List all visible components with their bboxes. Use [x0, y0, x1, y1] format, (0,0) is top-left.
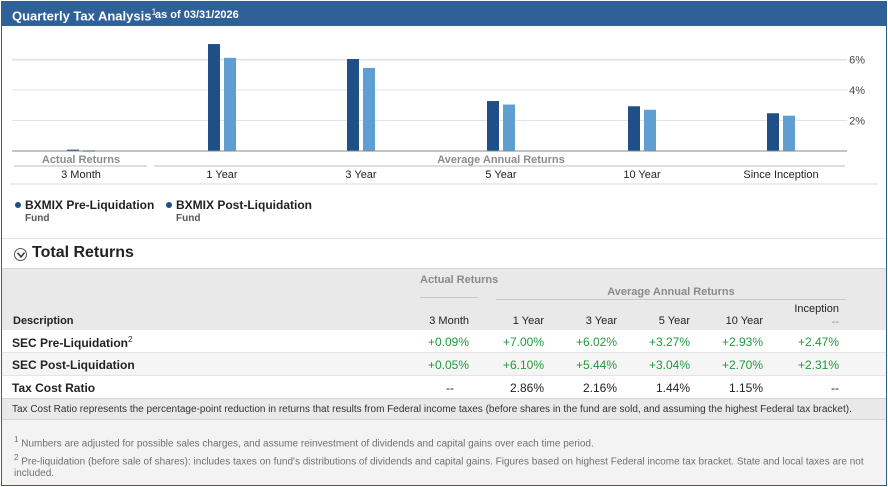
- footnote-1: 1 Numbers are adjusted for possible sale…: [14, 435, 594, 450]
- x-tick-label: 3 Month: [61, 169, 101, 181]
- section-divider: [2, 238, 886, 239]
- legend-sub-post: Fund: [176, 213, 201, 224]
- cell-3-year: 2.16%: [582, 381, 617, 395]
- legend-dot-post: [166, 202, 172, 208]
- tax-cost-note-text: Tax Cost Ratio represents the percentage…: [12, 404, 852, 415]
- cell-5-year: 1.44%: [655, 381, 690, 395]
- th-1-year: 1 Year: [512, 315, 544, 327]
- cell-10-year: 1.15%: [728, 381, 763, 395]
- x-tick-label: 3 Year: [345, 169, 377, 181]
- as-of-date: as of 03/31/2026: [155, 9, 239, 21]
- table-row: SEC Pre-Liquidation2 +0.09% +7.00% +6.02…: [2, 330, 886, 353]
- group-line-average: [496, 299, 846, 300]
- cell-5-year: +3.04%: [648, 358, 690, 372]
- legend-label-post: BXMIX Post-Liquidation: [176, 198, 312, 212]
- th-10-year: 10 Year: [725, 315, 763, 327]
- row-description: SEC Pre-Liquidation2: [12, 335, 133, 350]
- bar: [208, 44, 220, 151]
- cell-inception: +2.47%: [797, 335, 839, 349]
- legend-sub-pre: Fund: [25, 213, 50, 224]
- x-tick-label: 10 Year: [623, 169, 661, 181]
- cell-3-month: +0.09%: [427, 335, 469, 349]
- y-tick-label: 4%: [849, 85, 865, 97]
- chevron-down-icon[interactable]: [14, 248, 27, 261]
- returns-chart: 2% 4% 6% Actual Returns Average Annual Retur…: [2, 26, 886, 188]
- bar: [783, 115, 795, 151]
- bar: [628, 106, 640, 151]
- y-tick-label: 6%: [849, 54, 865, 66]
- row-description: SEC Post-Liquidation: [12, 358, 135, 372]
- cell-10-year: +2.93%: [721, 335, 763, 349]
- returns-table-header: Actual Returns Average Annual Returns De…: [2, 268, 886, 330]
- x-tick-label: 5 Year: [485, 169, 517, 181]
- tax-cost-note: Tax Cost Ratio represents the percentage…: [2, 398, 886, 420]
- footnotes: 1 Numbers are adjusted for possible sale…: [2, 420, 886, 485]
- legend-dot-pre: [15, 202, 21, 208]
- bar: [767, 113, 779, 151]
- th-description: Description: [13, 315, 74, 327]
- group-label-actual: Actual Returns: [42, 154, 120, 166]
- th-group-actual: Actual Returns: [420, 274, 499, 286]
- footnote-2: 2 Pre-liquidation (before sale of shares…: [14, 453, 864, 480]
- cell-3-year: +5.44%: [575, 358, 617, 372]
- cell-3-month: --: [446, 381, 454, 395]
- cell-10-year: +2.70%: [721, 358, 763, 372]
- bar: [67, 149, 79, 152]
- cell-1-year: +7.00%: [502, 335, 544, 349]
- th-3-year: 3 Year: [585, 315, 617, 327]
- x-tick-label: 1 Year: [206, 169, 238, 181]
- th-inception: Inception: [794, 303, 839, 315]
- legend-label-pre: BXMIX Pre-Liquidation: [25, 198, 155, 212]
- cell-inception: --: [831, 381, 839, 395]
- cell-5-year: +3.27%: [648, 335, 690, 349]
- table-row: Tax Cost Ratio -- 2.86% 2.16% 1.44% 1.15…: [2, 376, 886, 399]
- bar: [503, 104, 515, 151]
- panel-header: Quarterly Tax Analysis1 as of 03/31/2026: [2, 2, 886, 26]
- cell-3-year: +6.02%: [575, 335, 617, 349]
- group-label-average: Average Annual Returns: [437, 154, 565, 166]
- cell-1-year: 2.86%: [509, 381, 544, 395]
- section-title: Total Returns: [32, 244, 134, 261]
- y-tick-label: 2%: [849, 115, 865, 127]
- table-row: SEC Post-Liquidation +0.05% +6.10% +5.44…: [2, 353, 886, 376]
- chart-legend: BXMIX Pre-Liquidation Fund BXMIX Post-Li…: [2, 194, 886, 238]
- bar: [224, 57, 236, 151]
- bar: [363, 67, 375, 151]
- th-inception-sub: --: [831, 316, 839, 328]
- bar: [644, 109, 656, 151]
- th-3-month: 3 Month: [429, 315, 469, 327]
- chart-svg: 2% 4% 6% Actual Returns Average Annual Retur…: [10, 44, 878, 185]
- cell-3-month: +0.05%: [427, 358, 469, 372]
- cell-1-year: +6.10%: [502, 358, 544, 372]
- group-line-actual: [420, 297, 478, 298]
- panel-title: Quarterly Tax Analysis1: [12, 7, 157, 24]
- th-group-average: Average Annual Returns: [607, 286, 735, 298]
- row-description: Tax Cost Ratio: [12, 381, 96, 395]
- bar: [487, 101, 499, 151]
- cell-inception: +2.31%: [797, 358, 839, 372]
- th-5-year: 5 Year: [658, 315, 690, 327]
- x-tick-label: Since Inception: [743, 169, 818, 181]
- bar: [347, 59, 359, 151]
